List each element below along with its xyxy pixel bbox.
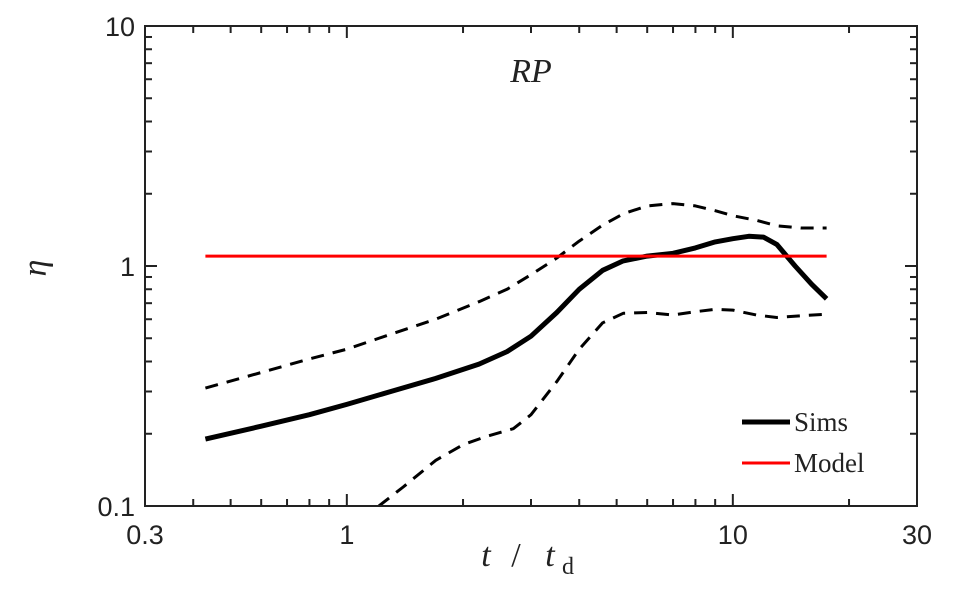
- chart-title: RP: [509, 53, 552, 90]
- series-layer: [204, 202, 829, 508]
- y-axis-label: η: [17, 260, 54, 277]
- y-tick-label: 1: [120, 252, 135, 282]
- x-tick-label: 1: [339, 520, 354, 550]
- x-tick-label: 10: [718, 520, 748, 550]
- plot-frame: [144, 25, 918, 507]
- series-line-upper-bound: [204, 202, 827, 390]
- series-line-lower-bound: [377, 307, 827, 508]
- y-tick-label: 10: [105, 12, 135, 42]
- x-axis-label-var: t: [481, 537, 492, 574]
- tick-labels: 0.3 1 10 30 0.1 1 10: [97, 12, 932, 550]
- legend: Sims Model: [742, 407, 865, 478]
- x-tick-label: 30: [902, 520, 932, 550]
- x-axis-label-denominator: t: [545, 537, 556, 574]
- series-line-sims: [204, 233, 829, 442]
- y-tick-label: 0.1: [97, 492, 135, 522]
- x-axis-label: t / t d: [481, 537, 574, 580]
- legend-label-sims: Sims: [794, 407, 848, 437]
- legend-label-model: Model: [794, 448, 865, 478]
- x-axis-label-subscript: d: [562, 554, 574, 580]
- x-axis-label-sep: /: [511, 537, 521, 574]
- x-tick-label: 0.3: [126, 520, 164, 550]
